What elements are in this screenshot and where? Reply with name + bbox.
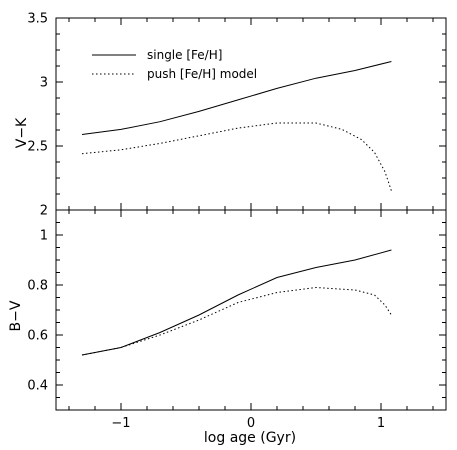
bottom-series-single-feh-line [81, 249, 392, 356]
top-y-axis-label: V−K [14, 117, 30, 148]
bottom-y-tick-label: 1 [40, 229, 48, 244]
bottom-series-push-feh-line [81, 286, 392, 356]
legend: single [Fe/H] push [Fe/H] model [92, 48, 257, 81]
x-axis-label: log age (Gyr) [204, 430, 296, 446]
x-tick-label: −1 [111, 416, 130, 431]
bottom-plot-frame [55, 209, 447, 411]
legend-label-push: push [Fe/H] model [147, 67, 257, 81]
bottom-panel: 0.4 0.6 0.8 1 −1 0 1 [27, 209, 447, 431]
top-y-tick-label: 3 [40, 76, 48, 91]
bottom-y-tick-label: 0.4 [27, 379, 48, 394]
top-series-single-feh-line [81, 61, 392, 135]
x-tick-label: 0 [247, 416, 255, 431]
top-y-tick-label: 2.5 [27, 140, 48, 155]
x-tick-label: 1 [377, 416, 385, 431]
bottom-y-tick-label: 0.8 [27, 279, 48, 294]
legend-label-single: single [Fe/H] [147, 48, 222, 62]
bottom-y-tick-label: 0.6 [27, 329, 48, 344]
top-series-push-feh-line [81, 122, 392, 191]
bottom-y-axis-label: B−V [8, 300, 24, 331]
top-y-tick-label: 2 [40, 204, 48, 219]
top-plot-frame [55, 17, 447, 211]
top-panel: 2 2.5 3 3.5 [27, 12, 447, 219]
top-y-tick-label: 3.5 [27, 12, 48, 27]
